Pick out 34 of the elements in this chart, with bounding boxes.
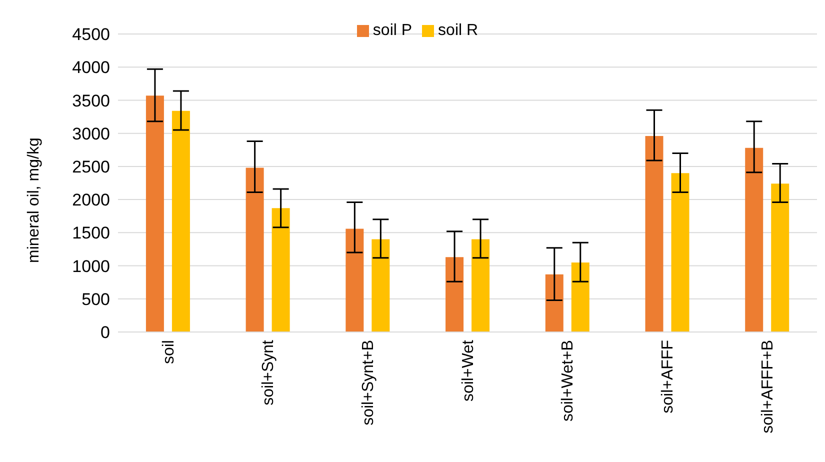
- x-tick-label: soil+Wet: [460, 339, 477, 402]
- bar: [745, 148, 764, 332]
- legend-label: soil R: [438, 22, 478, 39]
- y-tick-label: 500: [82, 290, 110, 309]
- y-tick-label: 0: [100, 323, 110, 342]
- y-tick-label: 2000: [72, 190, 110, 210]
- bar: [571, 262, 590, 332]
- x-tick-label: soil+Synt: [260, 339, 278, 406]
- bar: [246, 168, 264, 332]
- x-tick-label: soil+Synt+B: [360, 340, 378, 426]
- bar: [272, 208, 290, 332]
- bar: [671, 173, 690, 332]
- x-tick-label: soil+Wet+B: [560, 340, 577, 422]
- bar: [446, 257, 464, 332]
- y-axis-title: mineral oil, mg/kg: [26, 138, 43, 263]
- bar: [545, 274, 564, 332]
- y-tick-label: 4000: [72, 58, 110, 78]
- y-tick-label: 2500: [72, 157, 110, 176]
- x-tick-label: soil+AFFF: [660, 340, 677, 414]
- bar: [472, 239, 490, 332]
- bar: [771, 184, 790, 332]
- y-tick-label: 3500: [72, 91, 110, 110]
- x-tick-label: soil+AFFF+B: [759, 340, 776, 434]
- legend-label: soil P: [372, 22, 412, 39]
- y-tick-label: 4500: [72, 25, 110, 44]
- y-tick-label: 1000: [72, 256, 110, 276]
- x-tick-label: soil: [160, 340, 178, 364]
- bar: [346, 228, 364, 332]
- y-tick-label: 1500: [72, 224, 110, 243]
- y-tick-label: 3000: [72, 124, 110, 144]
- bar: [645, 136, 664, 332]
- bar: [172, 110, 190, 332]
- bar: [372, 239, 390, 332]
- bar: [146, 96, 164, 332]
